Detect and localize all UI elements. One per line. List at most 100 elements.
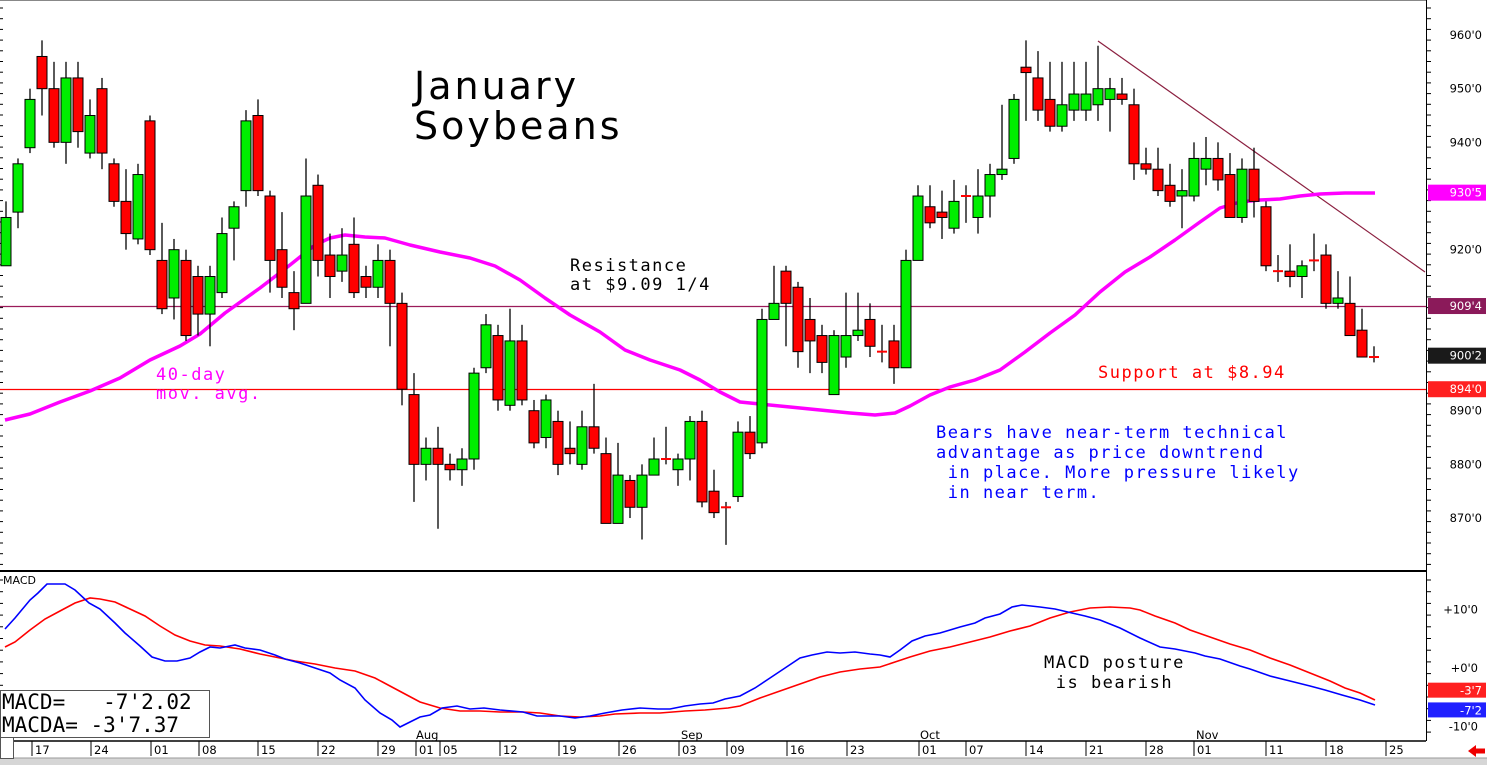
candle <box>168 238 180 320</box>
candle-body <box>84 115 96 154</box>
price-marker-bg <box>1428 184 1486 201</box>
candle <box>961 185 971 223</box>
candle-body <box>480 324 492 369</box>
date-tick-label: 29 <box>381 743 396 757</box>
candle-body <box>60 77 72 143</box>
macd-readout-box: MACD= -7'2.02 MACDA= -3'7.37 <box>0 690 210 738</box>
date-tick-label: 01 <box>1197 743 1212 757</box>
macd-lines <box>4 583 1376 728</box>
price-marker-label: 894'0 <box>1450 382 1482 396</box>
candle-body <box>384 259 396 304</box>
candle <box>1296 260 1308 298</box>
candle-body <box>180 259 192 337</box>
candle-body <box>744 431 756 455</box>
candle <box>396 292 408 406</box>
price-panel <box>0 0 1426 570</box>
candle <box>528 399 540 449</box>
candle-body <box>912 195 924 261</box>
price-tick-label: 870'0 <box>1450 511 1482 525</box>
candle-body <box>24 98 36 149</box>
candle-body <box>324 254 336 278</box>
candle-body <box>1140 163 1152 170</box>
candle-body <box>648 458 660 476</box>
price-marker-bg <box>1428 298 1486 315</box>
date-tick-label: 07 <box>969 743 984 757</box>
candle <box>996 104 1008 180</box>
date-tick-label: 01 <box>922 743 937 757</box>
date-tick-label: 03 <box>682 743 697 757</box>
candle <box>1044 61 1056 132</box>
candle <box>888 324 900 384</box>
candle-body <box>756 318 768 444</box>
candle <box>336 228 348 282</box>
candle-body <box>708 490 720 514</box>
candle-body <box>600 453 612 524</box>
candle-body <box>0 216 12 267</box>
candle-body <box>48 88 60 143</box>
date-tick-label: 21 <box>1089 743 1104 757</box>
candle-body <box>684 420 696 460</box>
candle-body <box>276 249 288 288</box>
candle <box>1332 271 1344 309</box>
candle-body <box>1200 157 1212 170</box>
date-tick-label: 22 <box>321 743 336 757</box>
candle <box>288 271 300 331</box>
month-label: Nov <box>1196 728 1219 742</box>
candle <box>456 448 468 486</box>
candle-body <box>816 335 828 363</box>
candle-body <box>1092 88 1104 106</box>
candle <box>324 233 336 298</box>
month-label: Aug <box>416 728 438 742</box>
candle <box>480 314 492 374</box>
candle-body <box>552 420 564 465</box>
candle <box>120 169 132 250</box>
date-tick-label: 26 <box>622 743 637 757</box>
price-marker-label: 930'5 <box>1450 186 1482 200</box>
date-tick-label: 14 <box>1029 743 1044 757</box>
macd-marker-bg <box>1428 682 1486 698</box>
candle <box>384 249 396 347</box>
candle <box>12 158 24 229</box>
date-axis: 17 24 01 08 15 22 29 01 05 12 19 26 03 09 16 23 01 07 14 21… <box>31 728 1404 757</box>
candle-body <box>264 195 276 261</box>
candle <box>672 453 684 486</box>
candle-body <box>900 259 912 369</box>
price-tick-label: 920'0 <box>1450 243 1482 257</box>
candle-body <box>804 318 816 342</box>
candle <box>1080 61 1092 121</box>
candle <box>780 265 792 347</box>
candle-body <box>696 420 708 503</box>
candle <box>1273 255 1283 282</box>
candle-body <box>288 292 300 310</box>
date-tick-label: 18 <box>1329 743 1344 757</box>
candle <box>48 61 60 148</box>
candle <box>661 426 671 465</box>
candle-body <box>504 340 516 406</box>
price-marker-bg <box>1428 347 1486 364</box>
candle <box>108 158 120 207</box>
candle-body <box>996 168 1008 176</box>
candle <box>156 222 168 315</box>
candle <box>1008 94 1020 164</box>
candle <box>144 115 156 256</box>
candle-body <box>636 474 648 508</box>
candle-body <box>96 88 108 154</box>
candle <box>636 464 648 540</box>
candle-body <box>1296 265 1308 278</box>
title-line-1: January <box>414 64 580 108</box>
candle <box>936 190 948 239</box>
candle-body <box>1212 157 1224 181</box>
candle <box>264 190 276 293</box>
candle-body <box>624 479 636 508</box>
candle-body <box>780 270 792 304</box>
candle-body <box>1128 104 1140 165</box>
candle-body <box>948 200 960 229</box>
candle-body <box>336 254 348 272</box>
candle-body <box>456 458 468 471</box>
date-tick-label: 09 <box>730 743 745 757</box>
candle <box>684 416 696 481</box>
candle <box>1188 142 1200 202</box>
bottom-scrollbar[interactable] <box>0 758 1487 765</box>
arrow-left-icon[interactable] <box>1468 745 1485 757</box>
candle <box>732 421 744 502</box>
